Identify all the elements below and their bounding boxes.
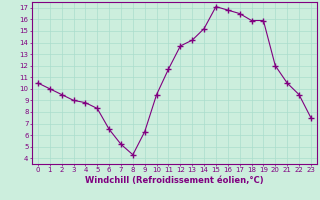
- X-axis label: Windchill (Refroidissement éolien,°C): Windchill (Refroidissement éolien,°C): [85, 176, 264, 185]
